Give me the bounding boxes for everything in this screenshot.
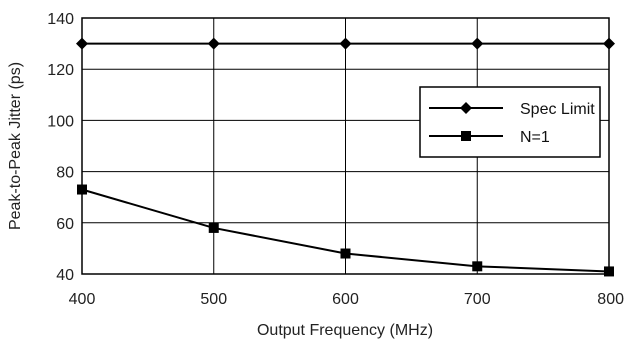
- x-tick-label: 700: [464, 291, 491, 308]
- y-tick-label: 60: [56, 216, 74, 233]
- point-spec-limit: [471, 37, 484, 50]
- y-tick-label: 140: [47, 11, 74, 28]
- y-tick-label: 40: [56, 267, 74, 284]
- legend-label-spec-limit: Spec Limit: [520, 101, 595, 118]
- x-axis-ticks: 400 500 600 700 800: [69, 291, 624, 308]
- x-tick-label: 600: [332, 291, 359, 308]
- legend: Spec Limit N=1: [419, 86, 601, 158]
- y-tick-label: 100: [47, 113, 74, 130]
- x-tick-label: 400: [69, 291, 96, 308]
- x-tick-label: 800: [597, 291, 624, 308]
- y-axis-title: Peak-to-Peak Jitter (ps): [7, 62, 24, 230]
- y-tick-label: 80: [56, 165, 74, 182]
- series-layer: [76, 37, 615, 277]
- plot-area-frame: [81, 17, 610, 275]
- point-spec-limit: [76, 37, 88, 50]
- point-n-1: [340, 248, 351, 259]
- point-spec-limit: [603, 37, 615, 50]
- point-spec-limit: [339, 37, 352, 50]
- x-axis-title: Output Frequency (MHz): [257, 322, 433, 339]
- legend-item-spec-limit: Spec Limit: [429, 101, 595, 118]
- legend-item-n1: N=1: [429, 129, 550, 146]
- legend-diamond-marker: [460, 102, 472, 114]
- point-n-1: [604, 266, 614, 277]
- x-tick-label: 500: [200, 291, 227, 308]
- point-n-1: [472, 261, 483, 272]
- legend-square-marker: [461, 131, 471, 141]
- legend-box: [419, 86, 601, 158]
- y-tick-label: 120: [47, 62, 74, 79]
- legend-label-n1: N=1: [520, 129, 550, 146]
- point-spec-limit: [207, 37, 220, 50]
- point-n-1: [208, 222, 219, 233]
- y-axis-ticks: 40 60 80 100 120 140: [47, 11, 74, 284]
- point-n-1: [77, 184, 87, 195]
